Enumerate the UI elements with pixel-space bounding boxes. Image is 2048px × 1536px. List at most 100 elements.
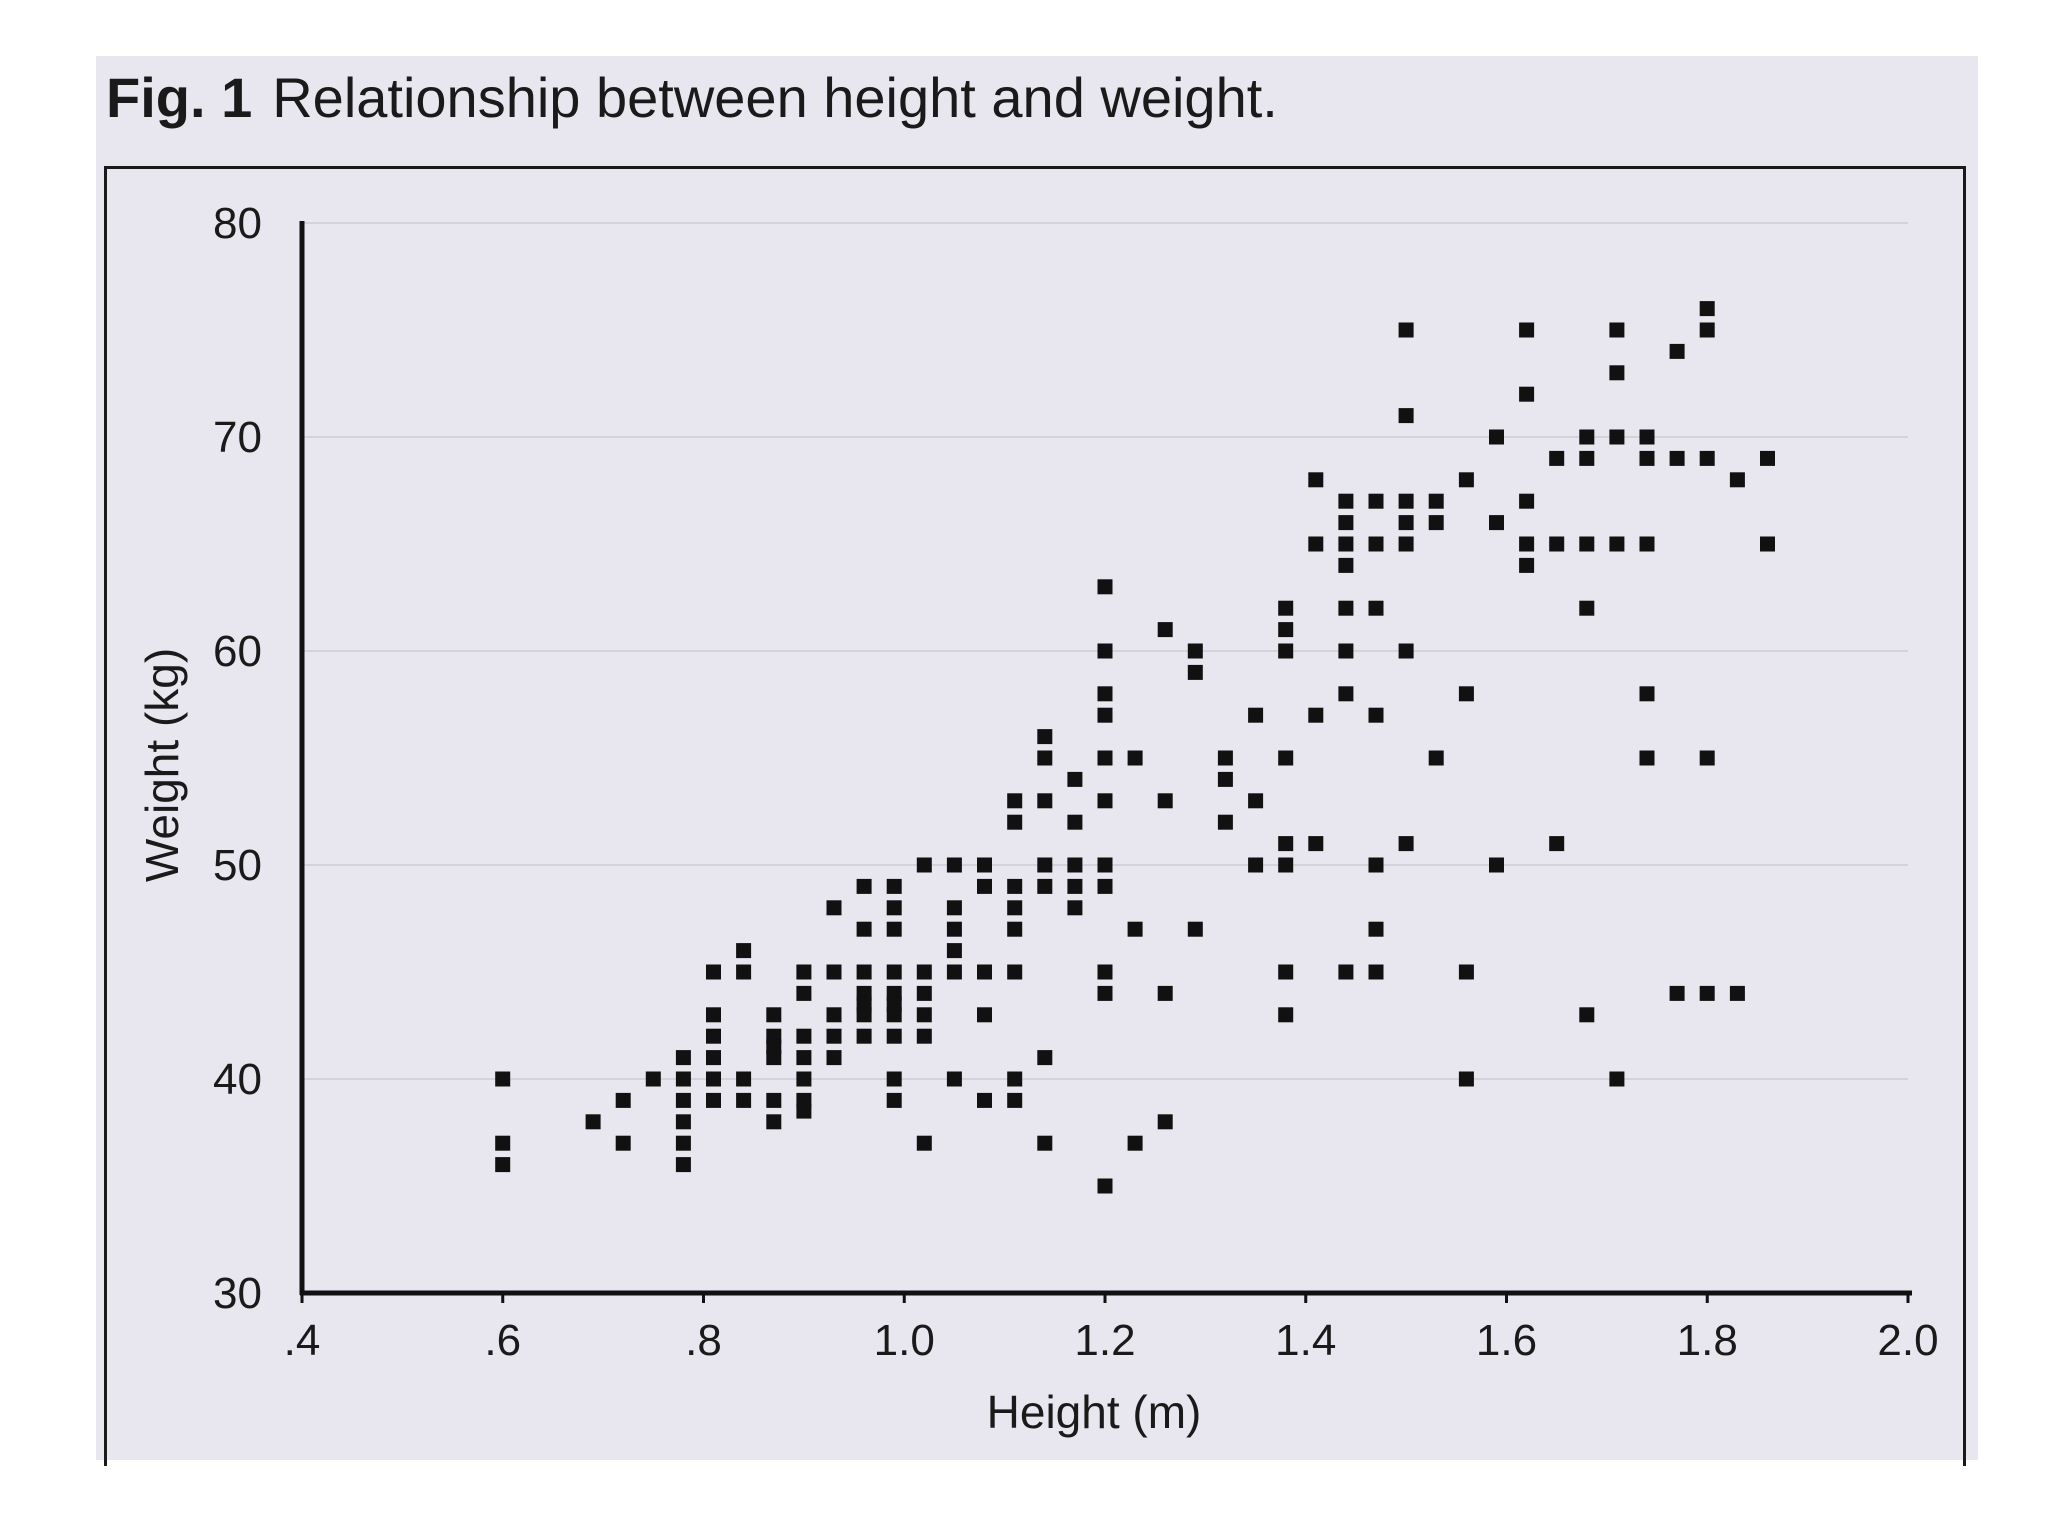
data-point [706,1050,721,1066]
data-point [1278,600,1294,616]
data-point [675,1157,691,1173]
data-point [1579,600,1595,616]
data-point [1217,814,1233,830]
data-point [675,1050,691,1066]
data-point [1428,515,1444,531]
data-point [1037,793,1053,809]
x-tick-label: .8 [685,1316,722,1365]
data-point [856,921,872,937]
data-point [1368,921,1384,937]
data-point [1067,878,1083,894]
data-point [1699,322,1715,338]
data-point [1338,536,1354,552]
data-point [766,1114,782,1130]
data-point [916,857,932,873]
data-point [1609,365,1625,381]
data-point [1729,985,1745,1001]
data-point [1007,878,1023,894]
data-point [1127,750,1143,766]
data-point [886,921,902,937]
data-point [1489,857,1504,873]
data-point [826,1028,842,1044]
data-point [796,1103,812,1119]
data-point [1037,1050,1053,1066]
data-point [615,1092,631,1108]
x-tick-label: 1.4 [1275,1316,1336,1365]
data-point [766,1050,782,1066]
data-point [1007,1071,1023,1087]
data-point [826,1007,842,1023]
data-point [1157,1114,1173,1130]
data-point [1489,515,1504,531]
data-point [1398,408,1414,424]
data-point [886,1092,902,1108]
data-point [585,1114,601,1130]
data-point [1097,643,1113,659]
x-tick-label: .4 [284,1316,321,1365]
data-point [1428,493,1444,509]
data-point [1338,686,1354,702]
y-tick-label: 60 [213,627,262,676]
data-point [916,1135,932,1151]
data-point [1519,536,1535,552]
data-point [1639,536,1655,552]
data-point [1097,964,1113,980]
data-point [946,921,962,937]
data-point [1458,1071,1474,1087]
data-point [1187,664,1203,680]
data-point [766,1007,782,1023]
data-point [1398,322,1414,338]
data-point [796,1050,812,1066]
data-point [1127,1135,1143,1151]
data-point [1549,836,1565,852]
data-point [1579,450,1595,466]
data-point [1187,921,1203,937]
data-point [706,964,721,980]
data-point [1067,900,1083,916]
data-point [1579,1007,1595,1023]
data-point [1579,536,1595,552]
data-point [1549,536,1565,552]
data-point [1007,964,1023,980]
data-point [1760,450,1775,466]
figure-caption: Relationship between height and weight. [272,66,1278,129]
x-tick-label: .6 [484,1316,521,1365]
data-point [1639,750,1655,766]
data-point [946,943,962,959]
data-point [886,964,902,980]
data-point [1338,493,1354,509]
data-point [1549,450,1565,466]
data-point [1007,921,1023,937]
data-point [1368,857,1384,873]
data-point [1398,493,1414,509]
data-point [1398,643,1414,659]
data-point [1187,643,1203,659]
data-point [1278,1007,1294,1023]
data-point [1248,793,1264,809]
data-point [1037,878,1053,894]
data-point [1067,857,1083,873]
data-point [1097,878,1113,894]
data-point [856,964,872,980]
data-point [1308,472,1324,488]
data-point [1760,536,1775,552]
data-point [675,1071,691,1087]
data-point [1157,622,1173,638]
y-tick-label: 80 [213,199,262,248]
data-point [1368,707,1384,723]
data-point [1398,515,1414,531]
data-point [1067,814,1083,830]
data-point [1278,964,1294,980]
data-point [856,1028,872,1044]
x-tick-label: 2.0 [1877,1316,1938,1365]
data-point [1278,836,1294,852]
data-point [645,1071,661,1087]
data-point [1458,472,1474,488]
data-point [675,1092,691,1108]
data-point [1097,686,1113,702]
data-point [1368,600,1384,616]
data-point [1097,579,1113,595]
data-point [1338,600,1354,616]
data-point [886,1071,902,1087]
data-point [675,1135,691,1151]
